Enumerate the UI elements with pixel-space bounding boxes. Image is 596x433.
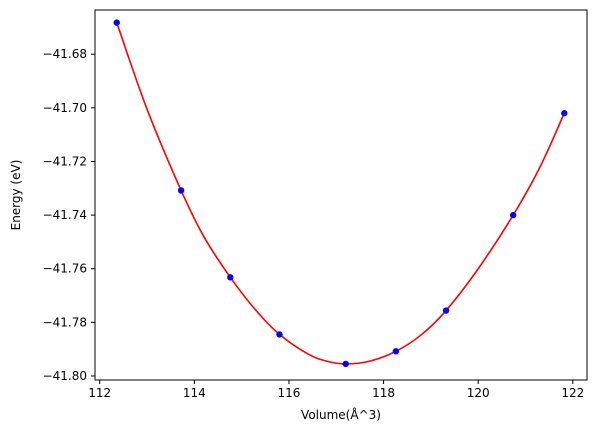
data-point [342, 360, 349, 368]
x-axis: 112 114 116 118 120 122 [88, 380, 584, 400]
series-layer [113, 19, 568, 368]
y-tick-label: −41.72 [43, 154, 87, 168]
data-point [442, 307, 450, 314]
data-point [177, 187, 185, 194]
x-tick-label: 120 [467, 386, 490, 400]
y-tick-label: −41.80 [43, 369, 87, 383]
x-tick-label: 112 [88, 386, 111, 400]
y-tick-label: −41.74 [43, 208, 87, 222]
data-point [561, 110, 568, 117]
y-tick-label: −41.78 [43, 315, 87, 329]
y-tick-label: −41.68 [43, 47, 87, 61]
data-point [113, 19, 120, 26]
x-tick-label: 116 [278, 386, 301, 400]
x-tick-label: 122 [561, 386, 584, 400]
plot-background [95, 10, 587, 380]
x-axis-title: Volume(Å^3) [301, 407, 381, 422]
data-point [276, 331, 283, 338]
y-tick-label: −41.76 [43, 262, 87, 276]
data-point [227, 274, 234, 281]
data-point [510, 211, 517, 219]
y-tick-label: −41.70 [43, 101, 87, 115]
y-axis: −41.68 −41.70 −41.72 −41.74 −41.76 −41.78 −41.… [43, 47, 95, 383]
fit-curve-line [116, 22, 566, 365]
y-axis-title: Energy (eV) [9, 160, 23, 231]
data-point [392, 348, 400, 355]
x-tick-label: 118 [372, 386, 395, 400]
plot-frame [94, 9, 588, 381]
x-tick-label: 114 [183, 386, 206, 400]
